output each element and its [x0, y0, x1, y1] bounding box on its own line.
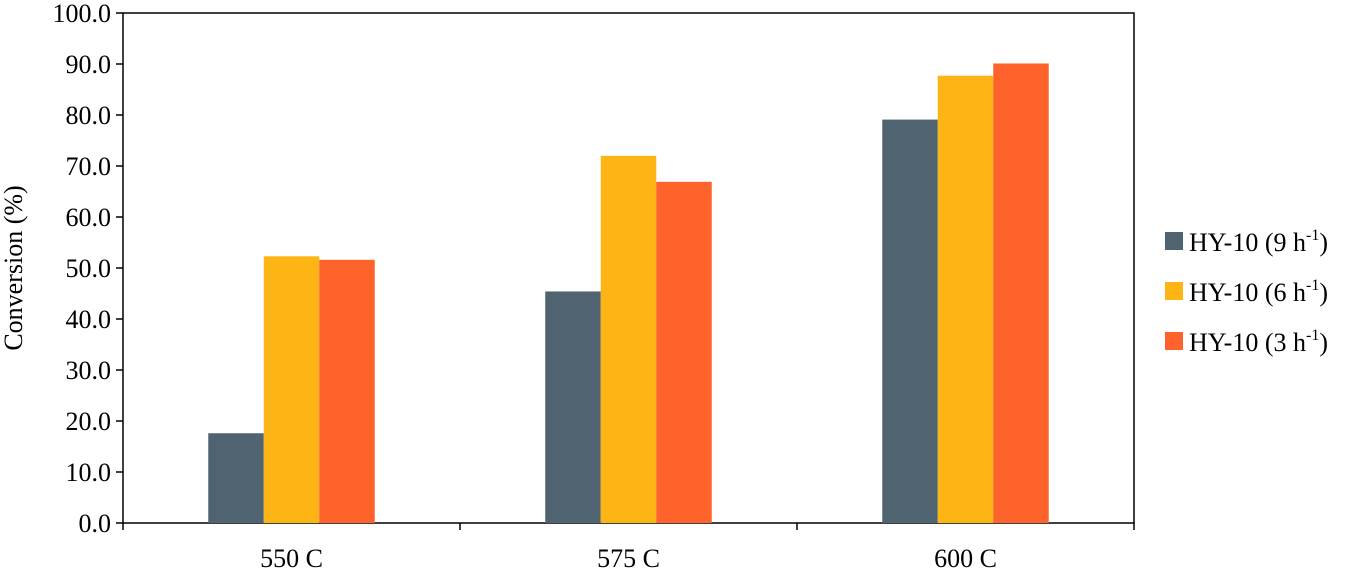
- y-tick-label: 60.0: [66, 203, 112, 232]
- legend-label: HY-10 (9 h-1): [1189, 227, 1328, 257]
- x-axis: 550 C 575 C 600 C: [122, 523, 1135, 573]
- legend: HY-10 (9 h-1) HY-10 (6 h-1) HY-10 (3 h-1): [1165, 227, 1328, 357]
- bar: [545, 291, 601, 523]
- bar: [319, 259, 375, 523]
- y-tick-label: 40.0: [66, 305, 112, 334]
- y-axis: 0.0 10.0 20.0 30.0 40.0 50.0 60.0 70.0 80.0 90.0 1…: [53, 0, 123, 538]
- y-tick-label: 20.0: [66, 407, 112, 436]
- legend-swatch: [1165, 232, 1183, 250]
- bars: [208, 63, 1049, 524]
- y-tick-label: 70.0: [66, 152, 112, 181]
- legend-swatch: [1165, 332, 1183, 350]
- x-tick-label: 575 C: [597, 544, 660, 573]
- x-tick-label: 550 C: [260, 544, 323, 573]
- bar: [208, 433, 264, 523]
- y-tick-label: 80.0: [66, 101, 112, 130]
- bar: [882, 119, 938, 523]
- y-tick-label: 100.0: [53, 0, 112, 28]
- legend-swatch: [1165, 282, 1183, 300]
- bar: [656, 181, 712, 523]
- bar: [993, 63, 1049, 524]
- y-tick-label: 10.0: [66, 458, 112, 487]
- y-tick-label: 90.0: [66, 50, 112, 79]
- y-axis-title: Conversion (%): [0, 185, 28, 350]
- legend-label: HY-10 (3 h-1): [1189, 327, 1328, 357]
- bar: [600, 155, 657, 524]
- bar: [263, 256, 320, 523]
- x-tick-label: 600 C: [934, 544, 997, 573]
- legend-label: HY-10 (6 h-1): [1189, 277, 1328, 307]
- y-tick-label: 0.0: [79, 509, 112, 538]
- y-tick-label: 50.0: [66, 254, 112, 283]
- y-tick-label: 30.0: [66, 356, 112, 385]
- bar: [937, 75, 994, 523]
